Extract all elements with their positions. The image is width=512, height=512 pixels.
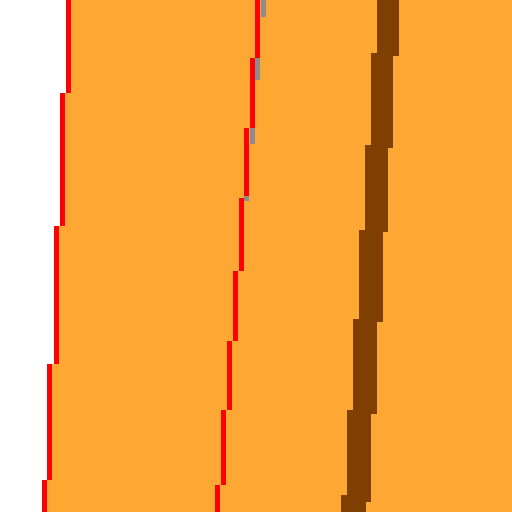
middle-red-line xyxy=(215,0,260,512)
dark-brown-stripe xyxy=(341,0,399,512)
left-red-edge xyxy=(42,0,71,512)
gray-marks xyxy=(244,0,266,201)
orange-region xyxy=(42,0,512,512)
